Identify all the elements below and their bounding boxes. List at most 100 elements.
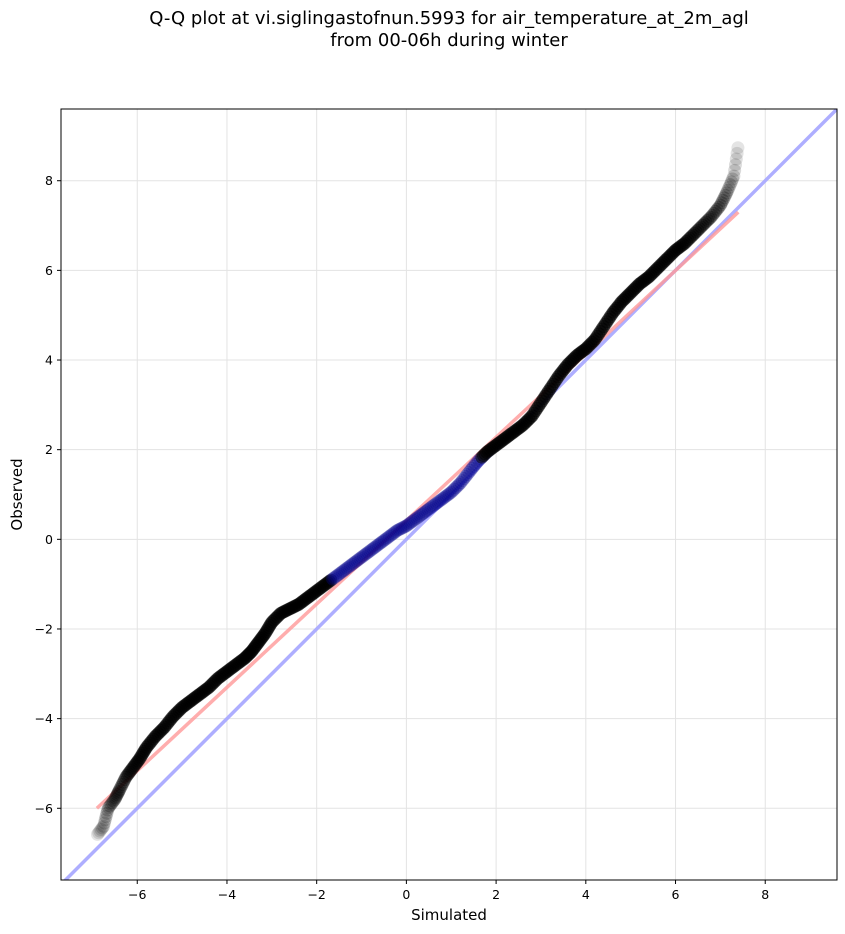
quantile-point [694, 220, 708, 234]
quantile-point [716, 193, 730, 207]
quantile-point [699, 215, 713, 229]
quantile-point [326, 572, 340, 586]
quantile-point [710, 202, 724, 216]
y-tick-label: 4 [45, 353, 53, 368]
quantile-point [389, 525, 403, 539]
quantile-point [361, 545, 375, 559]
quantile-point [386, 527, 400, 541]
quantile-point [99, 810, 113, 824]
quantile-point [332, 567, 346, 581]
quantile-point [103, 799, 117, 813]
y-tick-label: 2 [45, 442, 53, 457]
quantile-point [111, 786, 125, 800]
chart-title: Q-Q plot at vi.siglingastofnun.5993 for … [0, 8, 845, 52]
quantile-point [720, 186, 734, 200]
quantile-point [696, 218, 710, 232]
quantile-point [112, 784, 126, 798]
quantile-point [387, 526, 401, 540]
x-tick-label: 8 [761, 887, 769, 902]
axis-ticks: −6 −4 −2 0 2 4 6 8 −6 −4 −2 0 2 4 6 8 [35, 173, 770, 902]
y-tick-label: −4 [35, 711, 53, 726]
quantile-point [451, 479, 465, 493]
quantile-point [683, 231, 697, 245]
quantile-point [109, 789, 123, 803]
quantile-point [374, 535, 388, 549]
quantile-point [92, 826, 106, 840]
quantile-point [410, 511, 424, 525]
quantile-point [428, 498, 442, 512]
x-tick-label: −4 [218, 887, 236, 902]
quantile-point [113, 782, 127, 796]
quantile-point [327, 571, 341, 585]
quantile-point [447, 482, 461, 496]
quantile-point [366, 542, 380, 556]
quantile-point [425, 500, 439, 514]
quantile-point [460, 467, 474, 481]
quantile-point [377, 533, 391, 547]
quantile-point [452, 477, 466, 491]
quantile-point [395, 521, 409, 535]
quantile-point [679, 235, 693, 249]
quantile-point [345, 557, 359, 571]
plot-frame [60, 108, 838, 881]
chart-title-line-2: from 00-06h during winter [330, 30, 568, 51]
quantile-point [376, 534, 390, 548]
quantile-point [722, 181, 736, 195]
quantile-point [340, 561, 354, 575]
quantile-point [120, 768, 134, 782]
quantile-point [379, 532, 393, 546]
quantile-point [98, 813, 112, 827]
quantile-point [455, 474, 469, 488]
quantile-point [394, 522, 408, 536]
quantile-point [116, 775, 130, 789]
quantile-point [717, 191, 731, 205]
quantile-point [94, 822, 108, 836]
quantile-point [364, 543, 378, 557]
quantile-point [702, 212, 716, 226]
quantile-point [119, 770, 133, 784]
y-tick-label: −2 [35, 621, 53, 636]
quantile-point [109, 791, 123, 805]
quantile-point [446, 484, 460, 498]
quantile-point [457, 472, 471, 486]
quantile-point [688, 226, 702, 240]
quantile-point [724, 175, 738, 189]
quantile-point [373, 537, 387, 551]
quantile-point [97, 816, 111, 830]
quantile-point [356, 549, 370, 563]
lines [63, 109, 837, 880]
quantile-point [105, 796, 119, 810]
quantile-point [444, 485, 458, 499]
quantile-point [335, 565, 349, 579]
quantile-point [339, 562, 353, 576]
quantile-point [110, 788, 124, 802]
quantile-point [114, 780, 128, 794]
x-tick-label: −2 [307, 887, 325, 902]
quantile-point [348, 555, 362, 569]
quantile-point [104, 797, 118, 811]
quantile-point [709, 204, 723, 218]
quantile-point [464, 463, 478, 477]
quantile-point [420, 504, 434, 518]
quantile-point [350, 554, 364, 568]
quantile-point [358, 548, 372, 562]
quantile-point [415, 507, 429, 521]
quantile-point [353, 551, 367, 565]
quantile-point [436, 492, 450, 506]
quantile-point [334, 566, 348, 580]
quantile-point [363, 544, 377, 558]
quantile-point [118, 773, 132, 787]
quantile-point [681, 233, 695, 247]
quantile-point [418, 505, 432, 519]
quantile-point [102, 801, 116, 815]
quantile-point [721, 183, 735, 197]
quantile-point [704, 210, 718, 224]
quantile-point [426, 499, 440, 513]
quantile-point [431, 495, 445, 509]
quantile-point [686, 228, 700, 242]
quantile-point [90, 827, 104, 841]
quantile-point [462, 465, 476, 479]
quantile-point [416, 506, 430, 520]
quantile-point [123, 765, 137, 779]
